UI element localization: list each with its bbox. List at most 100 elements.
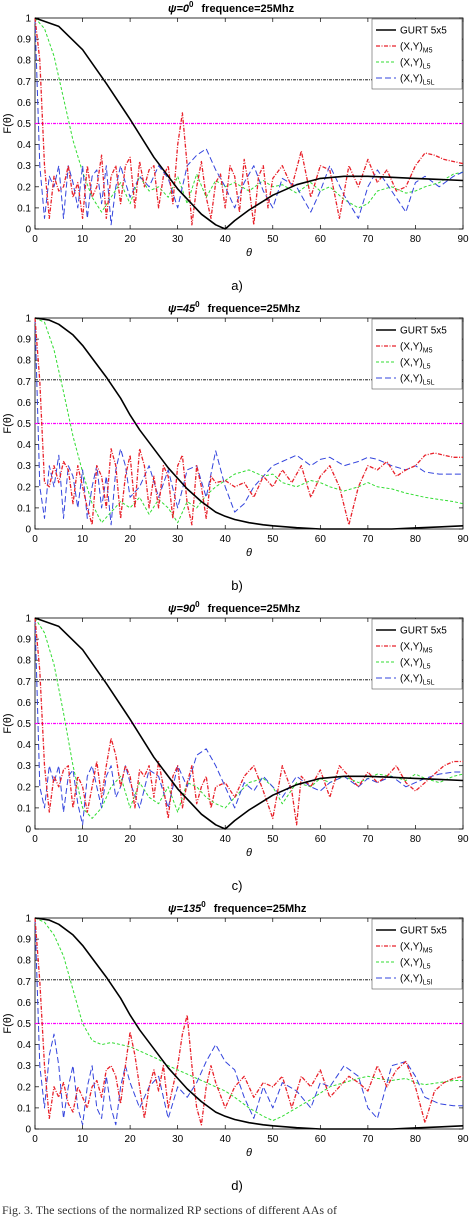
- figure-caption: Fig. 3. The sections of the normalized R…: [2, 1203, 338, 1217]
- legend-entry: (X,Y)L5L: [400, 374, 435, 387]
- series-line-2: [34, 17, 464, 213]
- x-axis-label: θ: [246, 847, 252, 859]
- legend-entry: (X,Y)L5: [400, 658, 431, 671]
- legend-entry: GURT 5x5: [400, 926, 447, 937]
- y-tick-label: 0.3: [17, 1061, 31, 1072]
- x-tick-label: 50: [267, 1134, 279, 1145]
- x-tick-label: 90: [457, 1134, 469, 1145]
- y-tick-label: 0.2: [17, 1082, 31, 1093]
- series-line-0: [34, 617, 464, 830]
- legend-entry: (X,Y)M5: [400, 342, 433, 355]
- y-tick-label: 0.8: [17, 956, 31, 967]
- chart-panel-d: ψ=1350 frequence=25Mhz 0 0.1 0.2 0.3 0.4 0.5 0.6…: [0, 900, 474, 1200]
- y-tick-label: 0.6: [17, 98, 31, 109]
- y-tick-label: 0.6: [17, 698, 31, 709]
- series-line-0: [34, 317, 464, 530]
- y-tick-label: 0.7: [17, 377, 31, 388]
- title-sup: 0: [201, 900, 206, 909]
- y-tick-label: 0.1: [17, 803, 31, 814]
- y-tick-label: 0.7: [17, 677, 31, 688]
- x-tick-label: 0: [32, 234, 38, 245]
- x-tick-label: 90: [457, 534, 469, 545]
- chart-title: ψ=00 frequence=25Mhz: [168, 0, 295, 15]
- x-tick-label: 20: [125, 234, 137, 245]
- y-tick-label: 0.5: [17, 119, 31, 130]
- x-tick-label: 60: [315, 534, 327, 545]
- title-rest: frequence=25Mhz: [208, 603, 301, 615]
- title-sup: 0: [195, 600, 200, 609]
- x-tick-label: 20: [125, 534, 137, 545]
- x-tick-label: 10: [77, 1134, 89, 1145]
- y-tick-label: 0.5: [17, 419, 31, 430]
- x-tick-label: 30: [172, 234, 184, 245]
- y-axis-label: F(θ): [2, 1013, 14, 1033]
- x-tick-label: 30: [172, 834, 184, 845]
- y-axis-label: F(θ): [2, 413, 14, 433]
- x-tick-label: 40: [220, 834, 232, 845]
- chart-title: ψ=900 frequence=25Mhz: [168, 600, 301, 615]
- x-tick-label: 60: [315, 834, 327, 845]
- x-tick-label: 30: [172, 534, 184, 545]
- x-tick-label: 10: [77, 534, 89, 545]
- series-line-3: [34, 917, 463, 1126]
- legend-entry: (X,Y)L5: [400, 58, 431, 71]
- chart-panel-c: ψ=900 frequence=25Mhz 0 0.1 0.2 0.3 0.4 0.5 0.6 0…: [0, 600, 474, 900]
- x-tick-label: 40: [220, 534, 232, 545]
- legend-entry: (X,Y)L5L: [400, 74, 435, 87]
- legend-entry: GURT 5x5: [400, 26, 447, 37]
- series-line-1: [34, 317, 463, 526]
- y-tick-label: 0.4: [17, 140, 31, 151]
- title-rest: frequence=25Mhz: [208, 303, 301, 315]
- x-tick-label: 70: [362, 834, 374, 845]
- chart-panel-a: ψ=00 frequence=25Mhz 0 0.1 0.2 0.3 0.4 0.5 0.6 0.…: [0, 0, 474, 300]
- x-tick-label: 10: [77, 234, 89, 245]
- legend-entry: GURT 5x5: [400, 326, 447, 337]
- x-tick-label: 80: [410, 234, 422, 245]
- y-tick-label: 0.8: [17, 356, 31, 367]
- series-line-0: [34, 917, 464, 1130]
- y-tick-label: 0.3: [17, 761, 31, 772]
- y-tick-label: 0.1: [17, 503, 31, 514]
- series-line-1: [34, 917, 464, 1126]
- x-axis-label: θ: [246, 247, 252, 259]
- chart-panel-b: ψ=450 frequence=25Mhz 0 0.1 0.2 0.3 0.4 0.5 0.6 0…: [0, 300, 474, 600]
- x-tick-label: 80: [410, 834, 422, 845]
- y-tick-label: 1: [25, 14, 31, 25]
- x-tick-label: 20: [125, 834, 137, 845]
- chart-b: ψ=450 frequence=25Mhz00.10.20.30.40.50.60…: [2, 300, 469, 593]
- title-sup: 0: [195, 300, 200, 309]
- title-rest: frequence=25Mhz: [214, 903, 307, 915]
- y-tick-label: 0.5: [17, 719, 31, 730]
- series-line-2: [34, 617, 464, 819]
- y-tick-label: 0.2: [17, 182, 31, 193]
- chart-a: ψ=00 frequence=25Mhz00.10.20.30.40.50.60.…: [2, 0, 469, 293]
- y-tick-label: 0.9: [17, 635, 31, 646]
- y-tick-label: 0.8: [17, 656, 31, 667]
- y-tick-label: 0.9: [17, 935, 31, 946]
- y-axis-label: F(θ): [2, 113, 14, 133]
- panel-label: d): [231, 1178, 243, 1193]
- x-tick-label: 80: [410, 1134, 422, 1145]
- x-tick-label: 50: [267, 234, 279, 245]
- panel-label: c): [232, 878, 243, 893]
- x-tick-label: 70: [362, 234, 374, 245]
- legend-entry: (X,Y)L5L: [400, 674, 435, 687]
- series-line-0: [34, 17, 464, 230]
- y-tick-label: 0.4: [17, 440, 31, 451]
- title-sup: 0: [189, 0, 194, 9]
- x-tick-label: 90: [457, 834, 469, 845]
- legend-entry: (X,Y)M5: [400, 42, 433, 55]
- series-line-3: [34, 17, 464, 226]
- x-tick-label: 0: [32, 534, 38, 545]
- y-tick-label: 0.1: [17, 1103, 31, 1114]
- legend-entry: (X,Y)L5: [400, 958, 431, 971]
- y-tick-label: 0.8: [17, 56, 31, 67]
- legend-entry: (X,Y)M5: [400, 642, 433, 655]
- title-psi: ψ=135: [168, 903, 202, 915]
- y-tick-label: 0.9: [17, 35, 31, 46]
- chart-d: ψ=1350 frequence=25Mhz00.10.20.30.40.50.6…: [2, 900, 469, 1193]
- x-tick-label: 0: [32, 834, 38, 845]
- panel-label: a): [231, 278, 243, 293]
- series-line-2: [34, 917, 463, 1122]
- x-axis-label: θ: [246, 1147, 252, 1159]
